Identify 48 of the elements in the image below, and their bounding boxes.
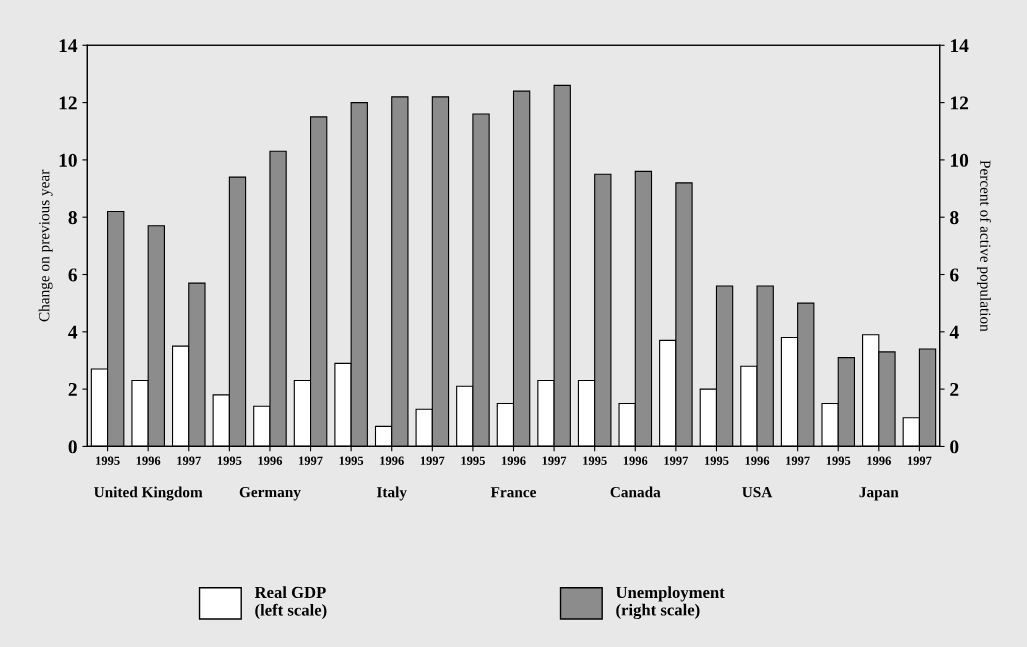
y-tick-label: 2 [68, 382, 77, 396]
text: France [490, 487, 537, 498]
y-axis-title: Change on previous year [38, 169, 53, 322]
x-tick-label: 1995 [461, 456, 485, 465]
x-tick-label: 1996 [745, 456, 770, 465]
x-tick-label: 1996 [380, 456, 404, 465]
x-tick-label: 1996 [623, 456, 648, 465]
x-tick-label: 1997 [664, 456, 689, 465]
x-tick-label: 1997 [420, 456, 445, 465]
x-tick-label: 1997 [542, 456, 567, 465]
y-tick-label: 6 [68, 268, 77, 282]
legend-label: Real GDP (left scale) [254, 586, 327, 620]
y2-tick-label: 4 [949, 325, 959, 339]
x-tick-label: 1995 [339, 456, 364, 465]
y2-tick-label: 14 [950, 39, 969, 53]
y2-tick-label: 10 [950, 153, 969, 167]
x-tick-label: 1996 [867, 456, 891, 465]
y2-tick-label: 12 [950, 96, 969, 110]
y-tick-label: 4 [68, 325, 78, 339]
x-tick-label: 1995 [96, 456, 120, 465]
text: Germany [239, 486, 301, 501]
x-tick-label: 1996 [502, 456, 526, 465]
x-tick-label: 1995 [826, 456, 851, 465]
y-tick-label: 10 [59, 153, 77, 167]
y-tick-label: 12 [59, 96, 77, 110]
text: Italy [376, 486, 407, 501]
text: United Kingdom [94, 486, 203, 501]
x-tick-label: 1995 [704, 456, 729, 465]
x-tick-label: 1996 [258, 456, 283, 465]
y2-tick-label: 8 [950, 211, 959, 225]
x-tick-label: 1997 [907, 456, 932, 465]
y-tick-label: 14 [59, 39, 78, 53]
text: USA [742, 487, 773, 498]
x-tick-label: 1997 [177, 456, 201, 465]
y2-tick-label: 0 [950, 440, 959, 454]
x-tick-label: 1995 [583, 456, 607, 465]
text: Canada [610, 486, 661, 498]
y-tick-label: 8 [68, 211, 77, 225]
x-tick-label: 1996 [136, 456, 161, 465]
y2-tick-label: 2 [950, 382, 959, 396]
x-tick-label: 1995 [217, 456, 242, 465]
x-tick-label: 1997 [299, 456, 323, 465]
y2-tick-label: 6 [950, 268, 959, 282]
y2-axis-title: Percent of active population [977, 160, 992, 332]
text: Japan [859, 487, 899, 501]
y-tick-label: 0 [68, 440, 77, 454]
legend-label: Unemployment (right scale) [615, 586, 725, 620]
x-tick-label: 1997 [786, 456, 810, 465]
